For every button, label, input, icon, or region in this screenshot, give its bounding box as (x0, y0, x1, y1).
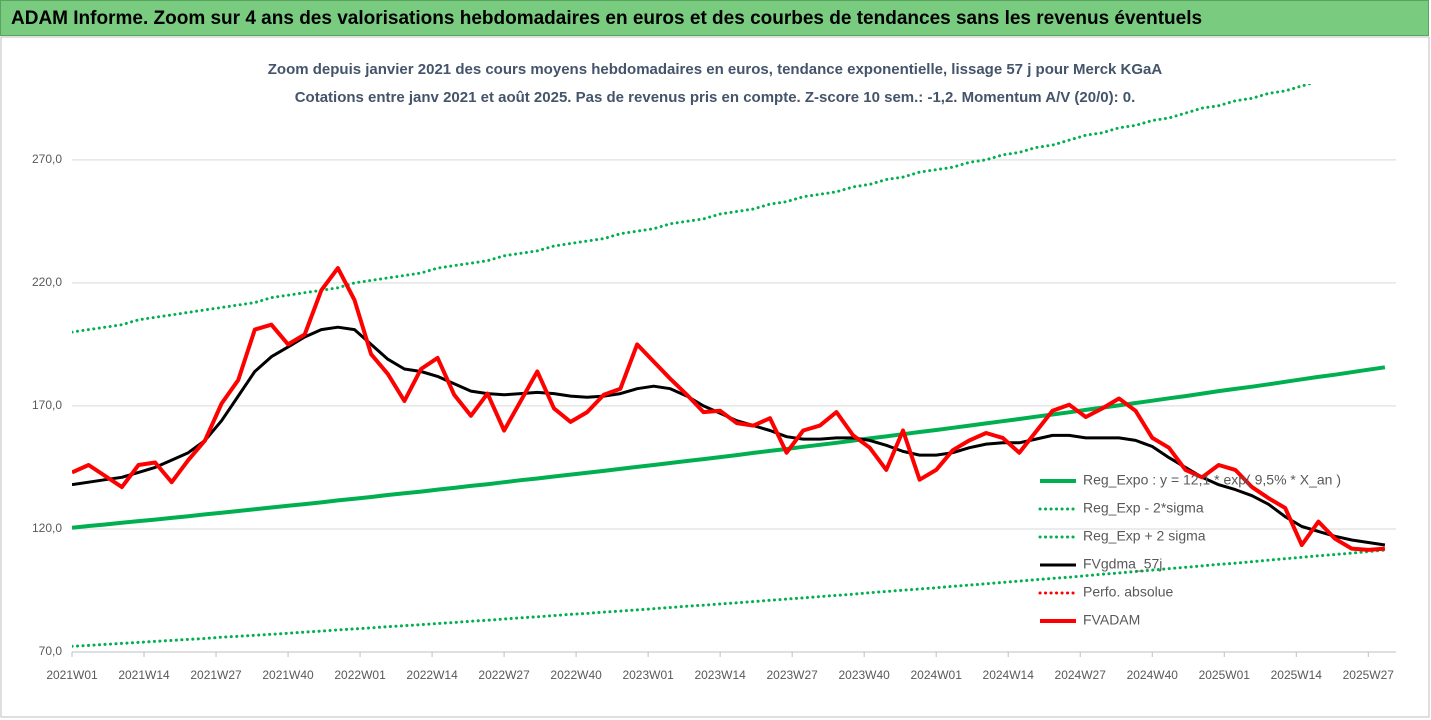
legend-label: FVADAM (1083, 612, 1140, 628)
x-tick-label: 2024W27 (1055, 668, 1107, 682)
legend-label: Reg_Exp - 2*sigma (1083, 500, 1204, 516)
x-tick-label: 2021W01 (46, 668, 98, 682)
series-line (72, 365, 1386, 530)
x-tick-label: 2024W01 (911, 668, 963, 682)
x-tick-label: 2022W27 (478, 668, 530, 682)
chart-title: ADAM Informe. Zoom sur 4 ans des valoris… (0, 0, 1429, 36)
series-line (72, 548, 1387, 648)
x-tick-label: 2022W01 (334, 668, 386, 682)
chart-subtitle: Zoom depuis janvier 2021 des cours moyen… (268, 61, 1163, 78)
x-tick-label: 2021W27 (190, 668, 242, 682)
y-tick-label: 270,0 (32, 152, 62, 166)
x-tick-label: 2025W01 (1199, 668, 1251, 682)
x-tick-label: 2023W01 (622, 668, 674, 682)
chart-subtitle: Cotations entre janv 2021 et août 2025. … (295, 89, 1136, 106)
series-line (72, 84, 1314, 334)
x-tick-label: 2025W27 (1343, 668, 1395, 682)
x-tick-label: 2024W14 (983, 668, 1035, 682)
legend-label: Reg_Expo : y = 12,1 * exp( 9,5% * X_an ) (1083, 472, 1341, 488)
x-tick-label: 2023W27 (766, 668, 818, 682)
chart-frame (0, 36, 1430, 718)
y-tick-label: 220,0 (32, 275, 62, 289)
x-tick-label: 2023W14 (694, 668, 746, 682)
x-tick-label: 2024W40 (1127, 668, 1179, 682)
x-tick-label: 2022W40 (550, 668, 602, 682)
x-tick-label: 2023W40 (838, 668, 890, 682)
y-tick-label: 120,0 (32, 521, 62, 535)
y-tick-label: 70,0 (39, 644, 63, 658)
y-tick-label: 170,0 (32, 398, 62, 412)
x-tick-label: 2025W14 (1271, 668, 1323, 682)
series-line (72, 266, 1386, 552)
x-tick-label: 2021W40 (262, 668, 314, 682)
x-tick-label: 2021W14 (118, 668, 170, 682)
legend-label: Reg_Exp + 2 sigma (1083, 528, 1206, 544)
legend-label: FVgdma_57j (1083, 556, 1162, 572)
legend-label: Perfo. absolue (1083, 584, 1173, 600)
x-tick-label: 2022W14 (406, 668, 458, 682)
